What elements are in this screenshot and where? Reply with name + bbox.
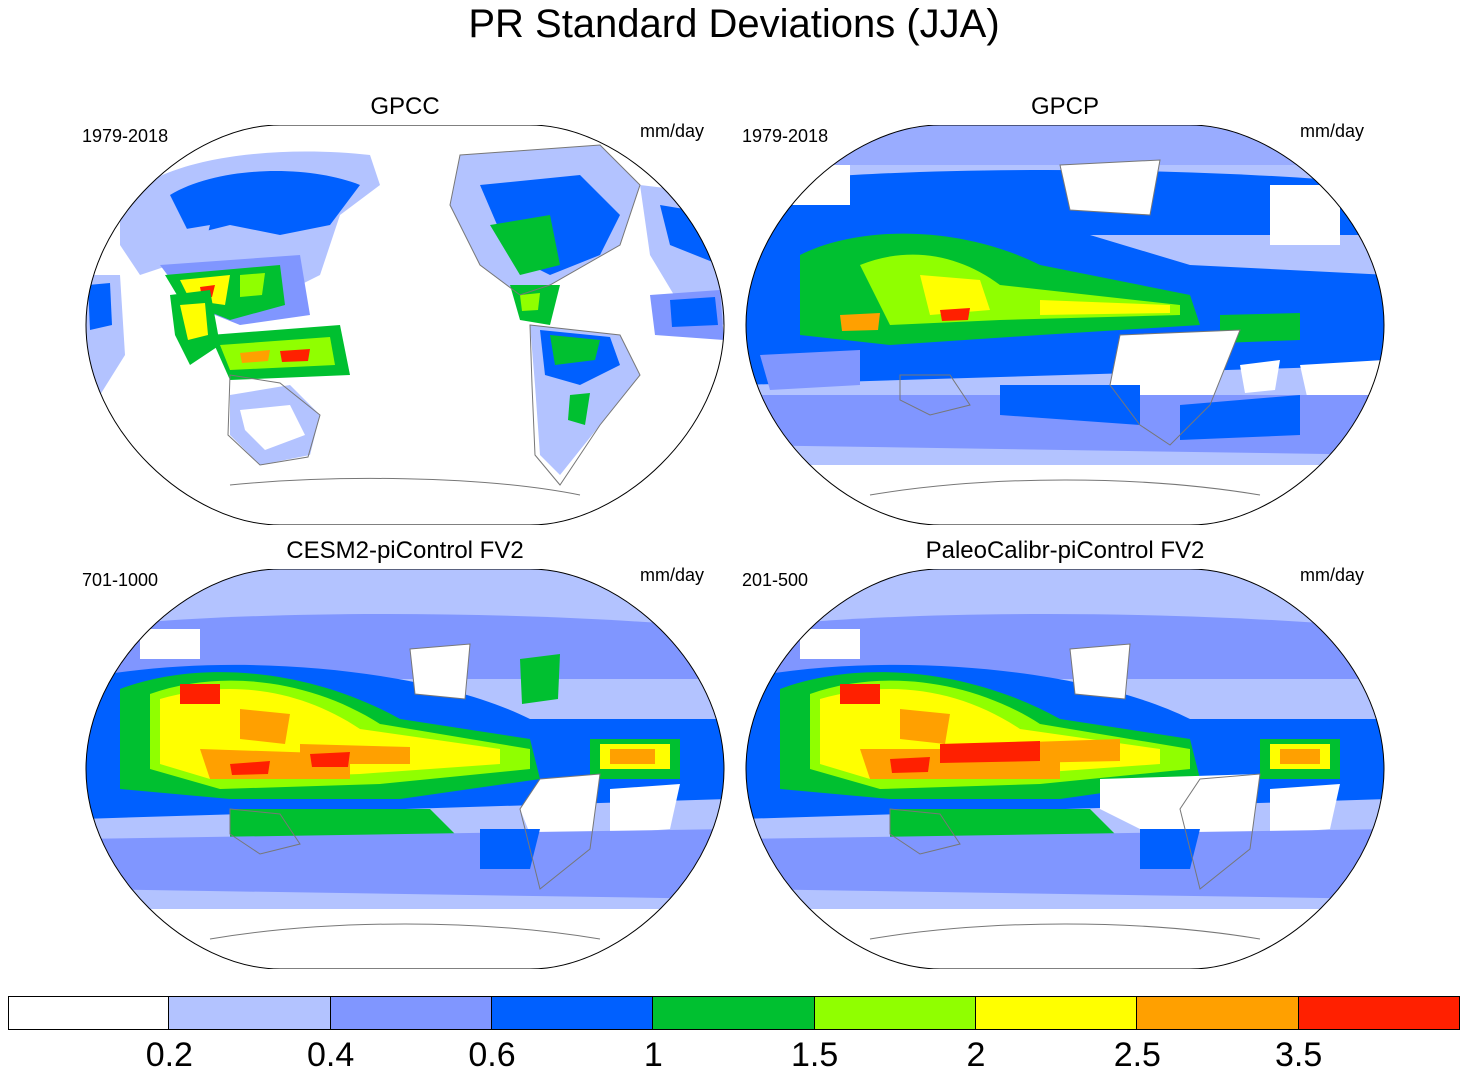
colorbar-box xyxy=(653,996,815,1029)
map-border xyxy=(85,569,725,969)
colorbar-box xyxy=(8,996,170,1029)
colorbar-box xyxy=(1137,996,1299,1029)
colorbar-tick-label: 0.4 xyxy=(307,1036,355,1074)
coastlines xyxy=(227,144,641,496)
colorbar-box xyxy=(1298,996,1460,1029)
colorbar-tick-label: 1 xyxy=(643,1036,663,1074)
panel-period: 701-1000 xyxy=(82,570,159,590)
precip-field xyxy=(746,569,1384,969)
coastlines xyxy=(869,643,1261,940)
coastlines xyxy=(869,159,1261,496)
colorbar-box xyxy=(492,996,654,1029)
colorbar-tick-label: 0.2 xyxy=(145,1036,193,1074)
map-gpcc xyxy=(85,125,725,525)
panel-title: PaleoCalibr-piControl FV2 xyxy=(925,537,1205,564)
map-gpcp xyxy=(745,125,1385,525)
colorbar-box xyxy=(330,996,492,1029)
map-border xyxy=(745,569,1385,969)
panel-period: 201-500 xyxy=(742,570,809,590)
panel-period: 1979-2018 xyxy=(82,126,169,146)
colorbar-tick-label: 2 xyxy=(966,1036,986,1074)
colorbar-tick-label: 3.5 xyxy=(1275,1036,1323,1074)
map-border xyxy=(85,125,725,525)
colorbar xyxy=(8,996,1460,1031)
colorbar-tick-label: 0.6 xyxy=(468,1036,516,1074)
colorbar-box xyxy=(976,996,1138,1029)
panel-title: GPCP xyxy=(1030,93,1099,120)
colorbar-box xyxy=(169,996,331,1029)
colorbar-box xyxy=(814,996,976,1029)
land-precip-field xyxy=(86,145,724,475)
precip-field xyxy=(746,125,1384,525)
precip-field xyxy=(86,569,724,969)
map-panel-cesm2: CESM2-piControl FV2 701-1000 mm/day xyxy=(80,537,730,985)
panel-title: GPCC xyxy=(370,93,440,120)
coastlines xyxy=(209,643,601,940)
map-paleocalibr xyxy=(745,569,1385,969)
panel-period: 1979-2018 xyxy=(742,126,829,146)
panel-units: mm/day xyxy=(1299,565,1364,585)
colorbar-tick-label: 1.5 xyxy=(791,1036,839,1074)
panel-title: CESM2-piControl FV2 xyxy=(286,537,524,564)
map-border xyxy=(745,125,1385,525)
panel-units: mm/day xyxy=(1299,121,1364,141)
panel-units: mm/day xyxy=(639,121,704,141)
map-panel-gpcc: GPCC 1979-2018 mm/day xyxy=(80,93,730,541)
map-panel-gpcp: GPCP 1979-2018 mm/day xyxy=(740,93,1390,541)
figure-title: PR Standard Deviations (JJA) xyxy=(468,2,1000,46)
map-cesm2 xyxy=(85,569,725,969)
map-panel-paleocalibr: PaleoCalibr-piControl FV2 201-500 mm/day xyxy=(740,537,1390,985)
panel-units: mm/day xyxy=(639,565,704,585)
colorbar-tick-label: 2.5 xyxy=(1113,1036,1161,1074)
